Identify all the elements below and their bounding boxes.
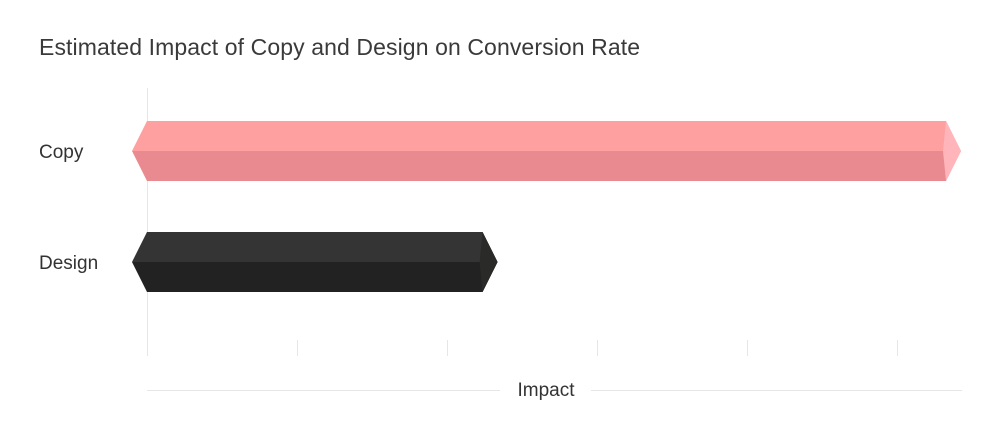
bar-design xyxy=(132,232,498,292)
bar-top-face xyxy=(132,121,961,151)
bar-top-face xyxy=(132,232,498,262)
category-label-copy: Copy xyxy=(39,142,84,163)
bar-bottom-face xyxy=(132,151,961,181)
bars xyxy=(132,121,961,292)
bar-end-cap xyxy=(479,232,498,292)
x-axis-title: Impact xyxy=(517,380,575,401)
category-labels: Copy Design xyxy=(39,142,98,274)
bar-end-cap xyxy=(943,121,961,181)
bar-copy xyxy=(132,121,961,181)
value-axis-ticks xyxy=(147,340,898,356)
chart-title: Estimated Impact of Copy and Design on C… xyxy=(39,34,641,60)
bar-bottom-face xyxy=(132,262,498,292)
category-label-design: Design xyxy=(39,253,98,274)
